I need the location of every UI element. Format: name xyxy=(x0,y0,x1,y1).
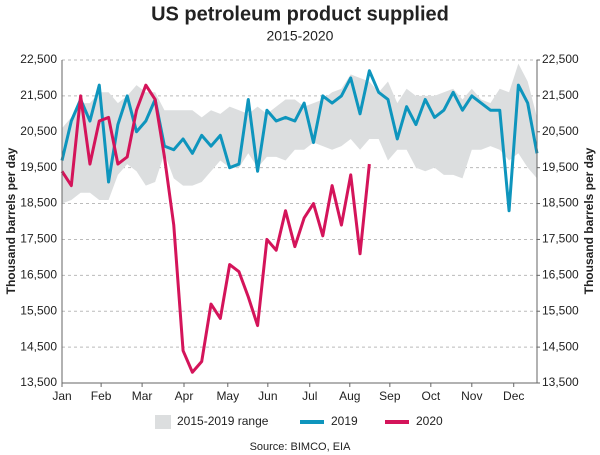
x-tick-label: Nov xyxy=(461,389,482,403)
y-tick-label: 15,500 xyxy=(20,303,57,317)
y2-tick-label: 22,500 xyxy=(542,52,579,66)
y-tick-label: 21,500 xyxy=(20,88,57,102)
x-tick-label: Apr xyxy=(175,389,194,403)
x-tick-label: Feb xyxy=(91,389,112,403)
x-tick-label: Dec xyxy=(503,389,524,403)
legend-label: 2019 xyxy=(331,414,358,428)
y-tick-label: 16,500 xyxy=(20,268,57,282)
y-tick-label: 18,500 xyxy=(20,196,57,210)
x-tick-label: Oct xyxy=(421,389,440,403)
x-tick-label: Jul xyxy=(302,389,317,403)
x-tick-label: May xyxy=(216,389,239,403)
y2-tick-label: 14,500 xyxy=(542,339,579,353)
x-tick-label: Jan xyxy=(52,389,71,403)
x-tick-label: Sep xyxy=(379,389,401,403)
y2-tick-label: 15,500 xyxy=(542,303,579,317)
series-line xyxy=(60,69,539,213)
range-band xyxy=(62,63,537,204)
y2-tick-label: 13,500 xyxy=(542,375,579,389)
y2-tick-label: 18,500 xyxy=(542,196,579,210)
y2-tick-label: 19,500 xyxy=(542,160,579,174)
x-tick-label: Jun xyxy=(258,389,277,403)
legend-label: 2015-2019 range xyxy=(177,414,269,428)
y2-tick-label: 20,500 xyxy=(542,124,579,138)
chart-title: US petroleum product supplied xyxy=(151,3,449,25)
y-tick-label: 20,500 xyxy=(20,124,57,138)
y-tick-label: 14,500 xyxy=(20,339,57,353)
y-axis-label: Thousand barrels per day xyxy=(4,147,18,294)
source: Source: BIMCO, EIA xyxy=(250,441,352,453)
y-tick-label: 22,500 xyxy=(20,52,57,66)
y2-tick-label: 21,500 xyxy=(542,88,579,102)
y-tick-label: 17,500 xyxy=(20,232,57,246)
y-tick-label: 19,500 xyxy=(20,160,57,174)
x-tick-label: Mar xyxy=(132,389,153,403)
y2-tick-label: 17,500 xyxy=(542,232,579,246)
chart-subtitle: 2015-2020 xyxy=(267,28,334,44)
y2-tick-label: 16,500 xyxy=(542,268,579,282)
y-tick-label: 13,500 xyxy=(20,375,57,389)
legend-swatch xyxy=(155,415,171,429)
x-tick-label: Aug xyxy=(339,389,360,403)
y2-axis-label: Thousand barrels per day xyxy=(582,147,596,294)
legend-label: 2020 xyxy=(416,414,443,428)
series-line xyxy=(60,83,371,374)
